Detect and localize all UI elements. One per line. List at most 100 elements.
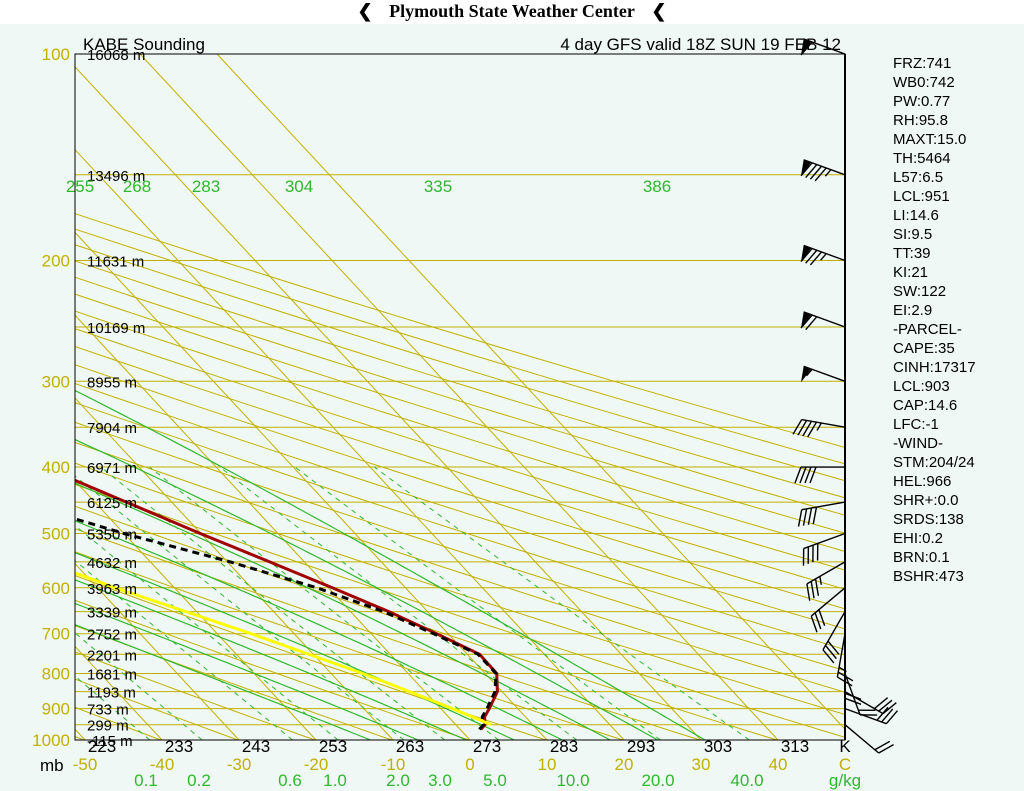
mixing-ratio-label: 0.2 — [187, 771, 211, 790]
index-item: STM:204/24 — [893, 454, 975, 471]
height-label: 5350 m — [87, 526, 137, 543]
isotherm-line — [139, 54, 779, 740]
dry-adiabat-line — [75, 382, 845, 630]
dewpoint-profile-line — [75, 517, 498, 731]
height-label: 1681 m — [87, 667, 137, 684]
temperature-profile-line — [75, 478, 499, 731]
theta-tick-label: 263 — [396, 737, 424, 756]
temperature-tick-label: 0 — [465, 755, 474, 774]
height-label: 2752 m — [87, 627, 137, 644]
pressure-label: 900 — [42, 700, 70, 719]
height-label: 7904 m — [87, 420, 137, 437]
mixing-ratio-label: 3.0 — [428, 771, 452, 790]
pressure-label: 800 — [42, 665, 70, 684]
isotherm-line — [75, 231, 548, 740]
height-label: 3339 m — [87, 605, 137, 622]
wind-barb — [794, 466, 845, 484]
dry-adiabat-line — [75, 551, 623, 740]
wind-barb — [801, 365, 846, 383]
index-item: MAXT:15.0 — [893, 131, 967, 148]
header-title: Plymouth State Weather Center — [389, 1, 635, 21]
moist-adiabat-line — [75, 389, 706, 740]
theta-e-label: 304 — [285, 177, 313, 196]
index-item: BSHR:473 — [893, 568, 964, 585]
isotherm-line — [75, 397, 394, 740]
theta-e-label: 386 — [643, 177, 671, 196]
moist-adiabat-line — [75, 602, 419, 740]
pressure-label: 1000 — [32, 731, 70, 750]
mixing-ratio-label: 1.0 — [323, 771, 347, 790]
index-item: WB0:742 — [893, 74, 955, 91]
pressure-label: 100 — [42, 45, 70, 64]
dry-adiabat-line — [75, 441, 845, 693]
index-item: KI:21 — [893, 264, 929, 281]
index-item: LCL:903 — [893, 378, 950, 395]
height-label: 733 m — [87, 702, 129, 719]
plot-area — [75, 54, 845, 740]
header-bar: ❮ Plymouth State Weather Center ❮ — [0, 0, 1024, 24]
height-label: 3963 m — [87, 581, 137, 598]
theta-tick-label: 273 — [473, 737, 501, 756]
theta-e-label: 283 — [192, 177, 220, 196]
wind-barb — [844, 706, 898, 725]
theta-unit-label: K — [839, 737, 851, 756]
dry-adiabat-line — [75, 276, 845, 516]
parcel-trace-line — [75, 571, 492, 727]
pressure-label: 700 — [42, 625, 70, 644]
index-item: SI:9.5 — [893, 226, 933, 243]
wind-barb — [844, 690, 897, 715]
temperature-unit-label: C — [839, 755, 851, 774]
wind-barb — [806, 561, 846, 601]
mixing-ratio-line — [294, 466, 661, 740]
dry-adiabat-line — [75, 402, 845, 650]
height-label: -115 m — [87, 733, 133, 750]
index-item: -WIND- — [893, 435, 943, 452]
left-flag-icon: ❮ — [357, 1, 373, 21]
pressure-label: 400 — [42, 458, 70, 477]
wind-barb — [822, 611, 846, 664]
wind-barb — [800, 244, 846, 266]
height-label: 13496 m — [87, 168, 145, 185]
dry-adiabat-line — [75, 651, 315, 740]
theta-tick-label: 253 — [319, 737, 347, 756]
theta-tick-label: 243 — [242, 737, 270, 756]
height-label: 10169 m — [87, 320, 145, 337]
theta-tick-label: 283 — [550, 737, 578, 756]
theta-tick-label: 313 — [781, 737, 809, 756]
dry-adiabat-line — [75, 244, 845, 482]
height-label: 2201 m — [87, 647, 137, 664]
index-item: TT:39 — [893, 245, 931, 262]
temperature-tick-label: 30 — [692, 755, 711, 774]
mixing-ratio-label: 40.0 — [730, 771, 763, 790]
isotherm-line — [75, 66, 702, 740]
wind-barb — [810, 587, 846, 633]
right-flag-icon: ❮ — [651, 1, 667, 21]
dry-adiabat-line — [75, 678, 238, 740]
temperature-tick-label: -10 — [381, 755, 406, 774]
dry-adiabat-line — [75, 625, 392, 740]
temperature-tick-label: -20 — [304, 755, 329, 774]
wind-barb — [800, 159, 846, 182]
pressure-label: 600 — [42, 579, 70, 598]
dry-adiabat-line — [75, 328, 845, 571]
temperature-tick-label: -40 — [150, 755, 175, 774]
moist-adiabat-line — [75, 579, 467, 740]
wind-barb — [792, 418, 846, 438]
moist-adiabat-line — [75, 520, 563, 740]
index-item: EI:2.9 — [893, 302, 933, 319]
chart-title: KABE Sounding — [83, 35, 205, 54]
temperature-tick-label: 20 — [615, 755, 634, 774]
mixing-ratio-unit-label: g/kg — [829, 771, 861, 790]
temperature-tick-label: -30 — [227, 755, 252, 774]
mixing-ratio-label: 2.0 — [386, 771, 410, 790]
chart-subtitle: 4 day GFS valid 18Z SUN 19 FEB 12 — [560, 35, 841, 54]
pressure-label: 200 — [42, 252, 70, 271]
moist-adiabat-line — [75, 438, 658, 740]
temperature-tick-label: 10 — [538, 755, 557, 774]
index-item: EHI:0.2 — [893, 530, 944, 547]
index-item: LI:14.6 — [893, 207, 939, 224]
stability-indices-list: FRZ:741 WB0:742 PW:0.77 RH:95.8 MAXT:15.0 TH:… — [893, 54, 1021, 586]
height-label: 6125 m — [87, 495, 137, 512]
theta-e-label: 255 — [66, 177, 94, 196]
